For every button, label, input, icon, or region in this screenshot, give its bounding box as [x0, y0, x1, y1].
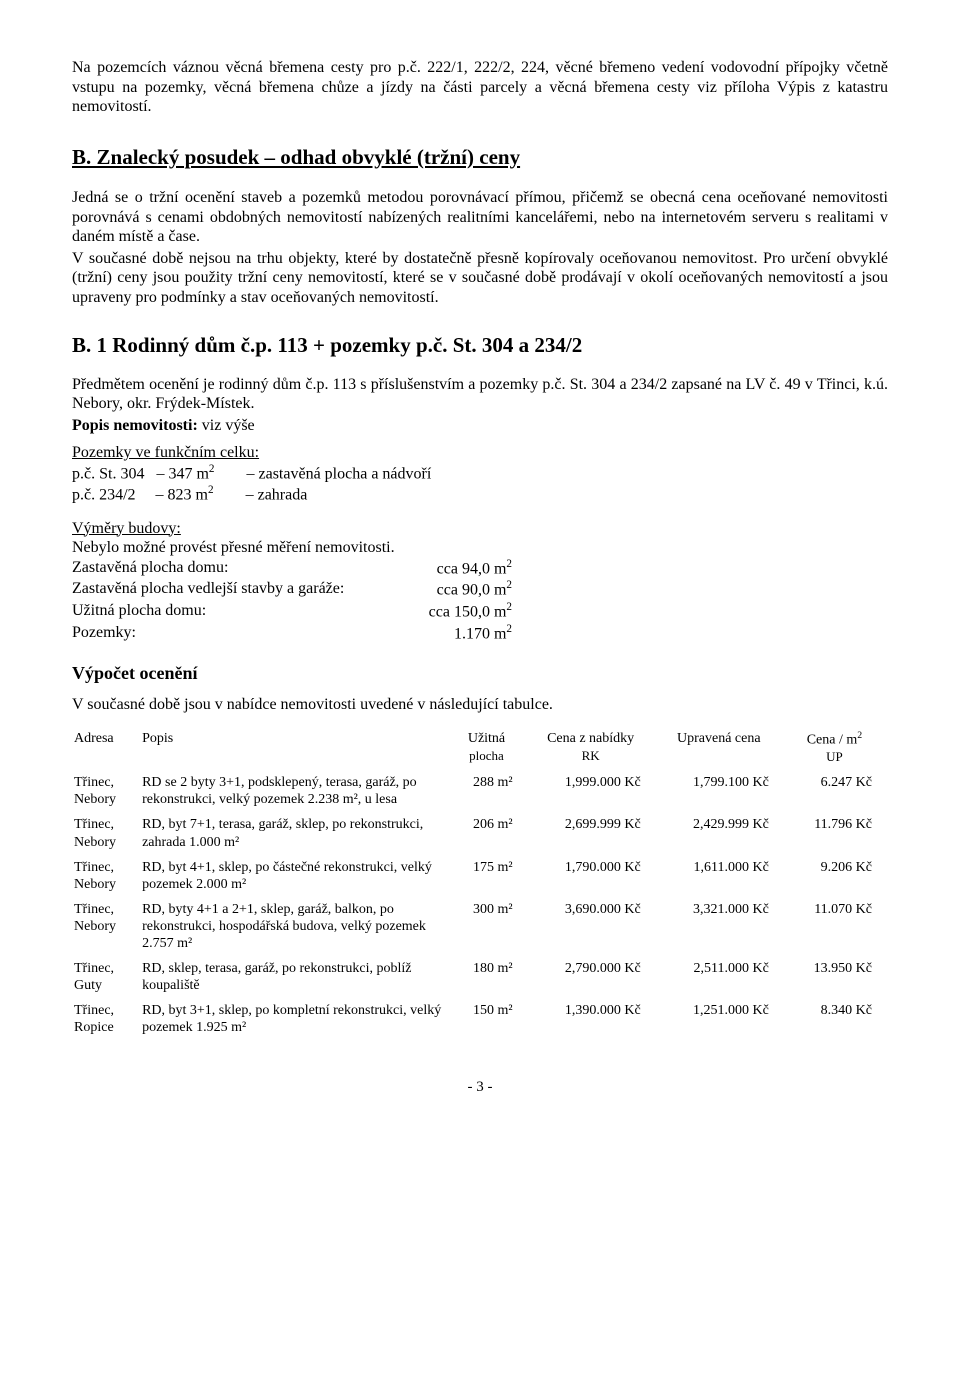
parcels-label: Pozemky ve funkčním celku: — [72, 443, 888, 463]
col-offer-price: Cena z nabídkyRK — [529, 728, 657, 772]
table-row: Zastavěná plocha domu:cca 94,0 m2 — [72, 558, 512, 580]
b1-subject: Předmětem ocenění je rodinný dům č.p. 11… — [72, 375, 888, 414]
offers-header-row: Adresa Popis Užitnáplocha Cena z nabídky… — [72, 728, 888, 772]
col-unit-price: Cena / m2UP — [785, 728, 888, 772]
table-row: Zastavěná plocha vedlejší stavby a garáž… — [72, 579, 512, 601]
table-row: Užitná plocha domu:cca 150,0 m2 — [72, 601, 512, 623]
col-address: Adresa — [72, 728, 140, 772]
measurements-table: Zastavěná plocha domu:cca 94,0 m2 Zastav… — [72, 558, 512, 645]
table-row: Pozemky:1.170 m2 — [72, 623, 512, 645]
intro-paragraph: Na pozemcích váznou věcná břemena cesty … — [72, 58, 888, 117]
measurements-note: Nebylo možné provést přesné měření nemov… — [72, 538, 888, 558]
table-row: Třinec, Ropice RD, byt 3+1, sklep, po ko… — [72, 1000, 888, 1042]
b1-desc-line: Popis nemovitosti: viz výše — [72, 416, 888, 436]
table-row: Třinec, Guty RD, sklep, terasa, garáž, p… — [72, 958, 888, 1000]
parcel-row-1: p.č. St. 304 – 347 m2 – zastavěná plocha… — [72, 463, 888, 484]
table-row: Třinec, Nebory RD, byt 7+1, terasa, gará… — [72, 814, 888, 856]
section-b-heading: B. Znalecký posudek – odhad obvyklé (trž… — [72, 145, 888, 171]
page-number: - 3 - — [72, 1078, 888, 1096]
b1-desc-value: viz výše — [198, 417, 255, 434]
col-usable-area: Užitnáplocha — [448, 728, 528, 772]
col-description: Popis — [140, 728, 448, 772]
table-row: Třinec, Nebory RD se 2 byty 3+1, podskle… — [72, 772, 888, 814]
b1-desc-label: Popis nemovitosti: — [72, 417, 198, 434]
col-adjusted-price: Upravená cena — [657, 728, 785, 772]
table-row: Třinec, Nebory RD, byty 4+1 a 2+1, sklep… — [72, 899, 888, 958]
calc-heading: Výpočet ocenění — [72, 663, 888, 685]
measurements-label: Výměry budovy: — [72, 519, 888, 539]
offers-table: Adresa Popis Užitnáplocha Cena z nabídky… — [72, 728, 888, 1042]
section-b-p1: Jedná se o tržní ocenění staveb a pozemk… — [72, 188, 888, 247]
section-b-p2: V současné době nejsou na trhu objekty, … — [72, 249, 888, 308]
parcel-row-2: p.č. 234/2 – 823 m2 – zahrada — [72, 484, 888, 505]
table-row: Třinec, Nebory RD, byt 4+1, sklep, po čá… — [72, 857, 888, 899]
section-b1-heading: B. 1 Rodinný dům č.p. 113 + pozemky p.č.… — [72, 333, 888, 359]
calc-note: V současné době jsou v nabídce nemovitos… — [72, 695, 888, 715]
